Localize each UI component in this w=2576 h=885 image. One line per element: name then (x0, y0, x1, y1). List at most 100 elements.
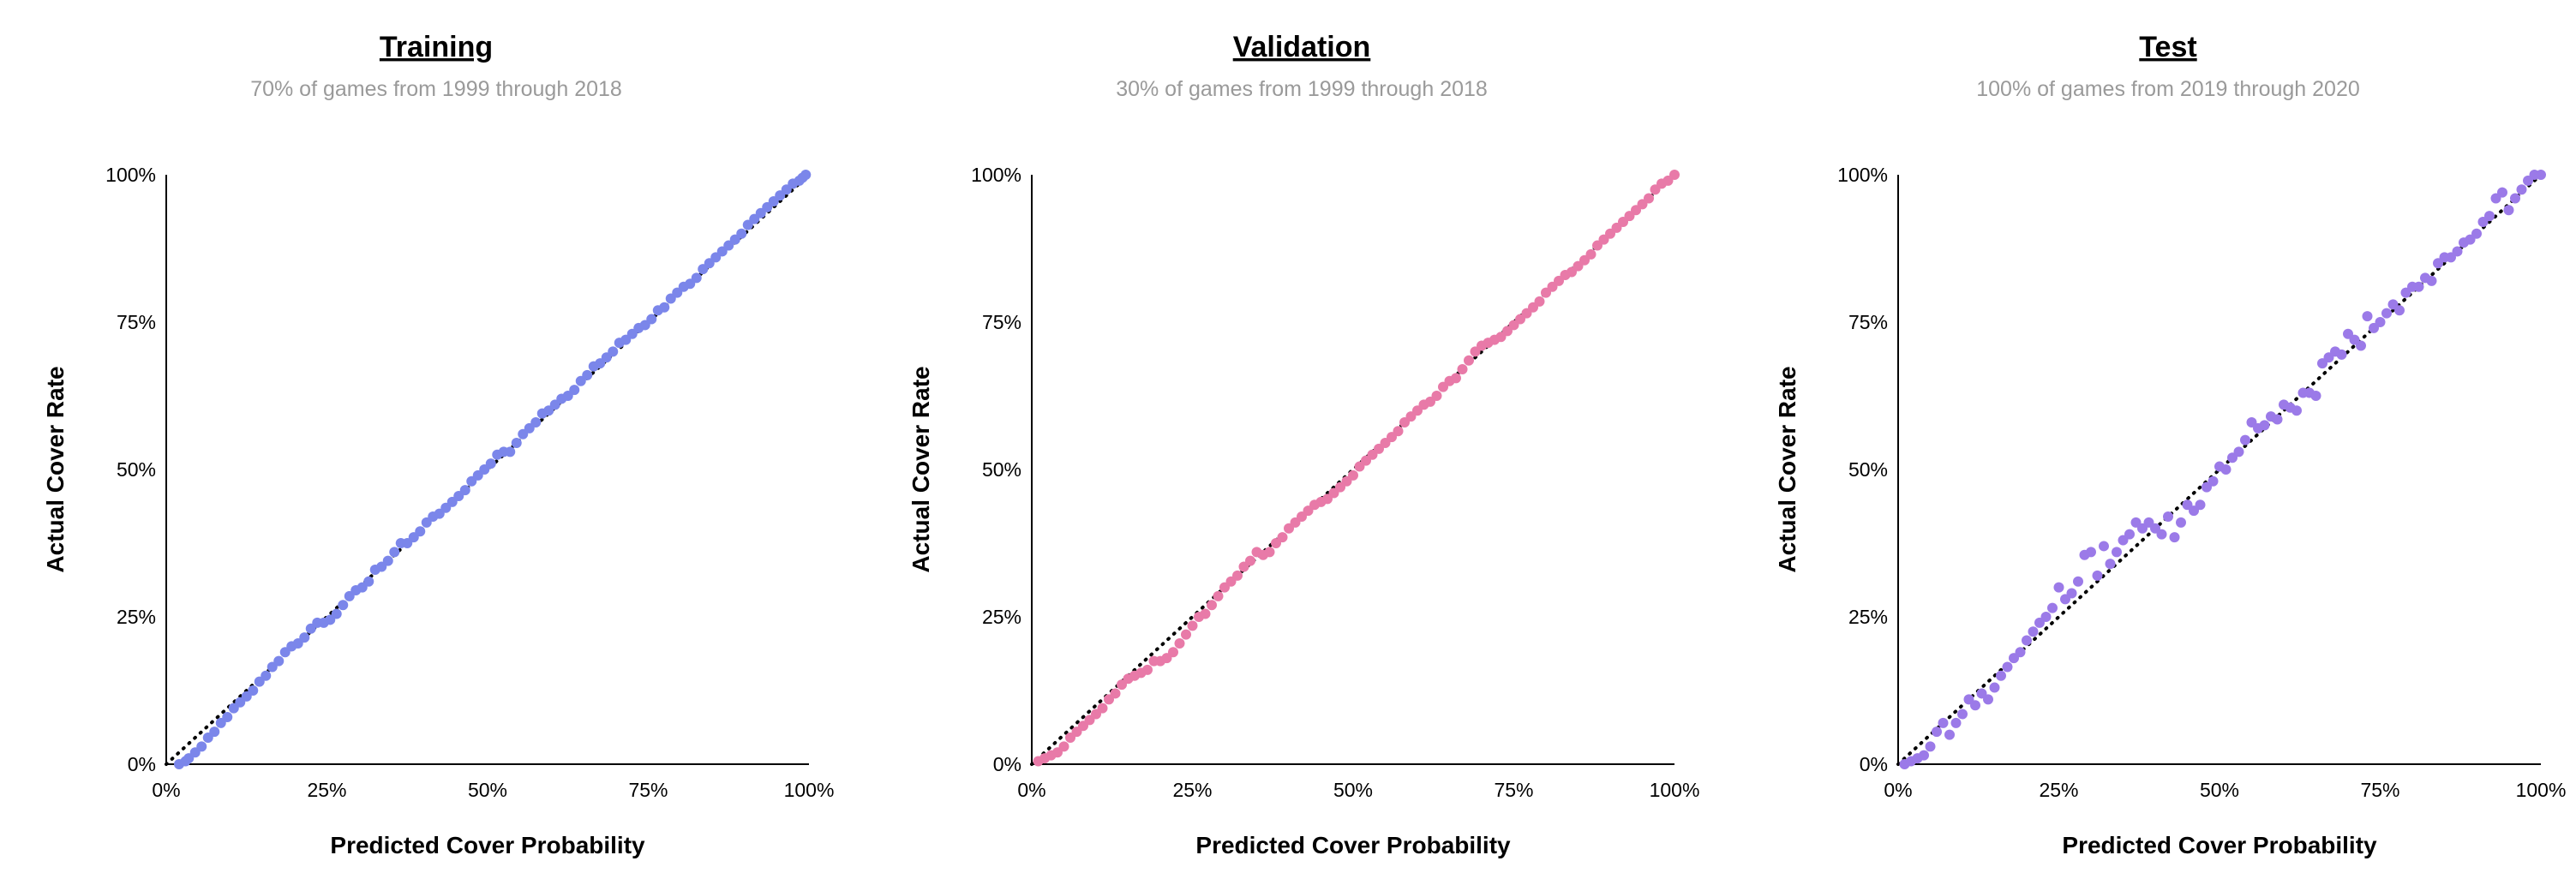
data-point (2375, 317, 2386, 327)
y-axis-label: Actual Cover Rate (42, 366, 69, 572)
data-point (1944, 729, 1955, 740)
x-axis-label: Predicted Cover Probability (1195, 832, 1511, 858)
data-point (1264, 547, 1275, 558)
data-point (2356, 340, 2366, 351)
data-point (261, 670, 272, 681)
data-point (2099, 541, 2109, 552)
data-point (299, 632, 310, 643)
data-point (582, 369, 593, 380)
data-point (511, 438, 522, 449)
y-tick-label: 75% (117, 311, 156, 333)
data-point (1277, 532, 1288, 543)
x-tick-label: 25% (307, 779, 346, 801)
data-point (2291, 405, 2302, 416)
data-point (1232, 570, 1243, 581)
data-point (2105, 559, 2116, 570)
data-point (1207, 600, 1217, 611)
data-point (2053, 582, 2064, 593)
data-point (389, 547, 400, 558)
x-tick-label: 50% (2200, 779, 2239, 801)
data-point (2002, 661, 2013, 673)
data-point (1932, 727, 1942, 738)
data-point (338, 600, 349, 611)
data-point (1431, 391, 1442, 401)
data-point (1957, 709, 1968, 720)
scatter-points (1899, 170, 2546, 769)
data-point (1669, 170, 1680, 180)
data-point (1187, 620, 1198, 631)
scatter-points (174, 170, 812, 769)
data-point (1950, 717, 1962, 728)
chart-subtitle: 70% of games from 1999 through 2018 (250, 77, 622, 101)
x-axis-label: Predicted Cover Probability (2062, 832, 2377, 858)
data-point (1213, 590, 1224, 601)
chart-title: Validation (1233, 31, 1371, 63)
y-axis-label: Actual Cover Rate (1774, 366, 1800, 572)
data-point (1110, 688, 1121, 699)
data-point (1393, 426, 1404, 437)
data-point (1938, 717, 1949, 728)
data-point (196, 741, 207, 752)
data-point (331, 608, 342, 619)
data-point (2195, 499, 2206, 511)
x-tick-label: 50% (1333, 779, 1373, 801)
data-point (2510, 193, 2520, 204)
y-tick-label: 75% (982, 311, 1021, 333)
chart-panel-0: Training 70% of games from 1999 through 2… (42, 31, 834, 858)
data-point (1644, 193, 1654, 204)
y-tick-label: 50% (117, 458, 156, 481)
y-tick-label: 75% (1848, 311, 1888, 333)
data-point (1464, 355, 1474, 366)
data-point (2156, 529, 2167, 540)
data-point (2066, 588, 2077, 599)
data-point (2022, 635, 2032, 646)
data-point (2471, 228, 2482, 239)
data-point (2484, 211, 2495, 222)
data-point (222, 711, 233, 722)
data-point (485, 458, 496, 469)
data-point (2381, 308, 2392, 319)
data-point (2028, 626, 2039, 637)
data-point (415, 526, 426, 537)
data-point (363, 576, 374, 587)
data-point (2516, 184, 2527, 195)
x-tick-label: 75% (2360, 779, 2399, 801)
data-point (382, 555, 393, 566)
x-tick-label: 100% (2516, 779, 2567, 801)
data-point (1919, 750, 1929, 761)
y-tick-label: 100% (1837, 164, 1888, 186)
data-point (248, 685, 259, 696)
data-point (800, 170, 812, 180)
data-point (2220, 464, 2232, 475)
data-point (2047, 602, 2058, 613)
x-tick-label: 25% (1172, 779, 1212, 801)
y-tick-label: 50% (982, 458, 1021, 481)
data-point (2176, 517, 2186, 528)
y-axis-label: Actual Cover Rate (908, 366, 934, 572)
data-point (646, 314, 657, 325)
y-tick-label: 0% (1860, 753, 1888, 775)
chart-title: Test (2139, 31, 2196, 63)
data-point (1925, 741, 1936, 752)
data-point (273, 655, 285, 667)
data-point (2073, 576, 2083, 587)
data-point (2272, 414, 2283, 425)
data-point (2169, 532, 2180, 543)
x-tick-label: 0% (1017, 779, 1045, 801)
data-point (2310, 391, 2321, 401)
data-point (1200, 608, 1211, 619)
y-tick-label: 25% (1848, 606, 1888, 628)
data-point (1168, 647, 1178, 658)
data-point (1348, 469, 1358, 481)
scatter-points (1033, 170, 1680, 767)
x-tick-label: 75% (628, 779, 668, 801)
data-point (2015, 647, 2026, 658)
x-tick-label: 100% (784, 779, 835, 801)
data-point (1996, 670, 2006, 681)
data-point (691, 272, 702, 284)
data-point (1585, 248, 1597, 260)
data-point (2497, 187, 2507, 198)
data-point (1245, 555, 1255, 566)
data-point (2124, 529, 2135, 540)
